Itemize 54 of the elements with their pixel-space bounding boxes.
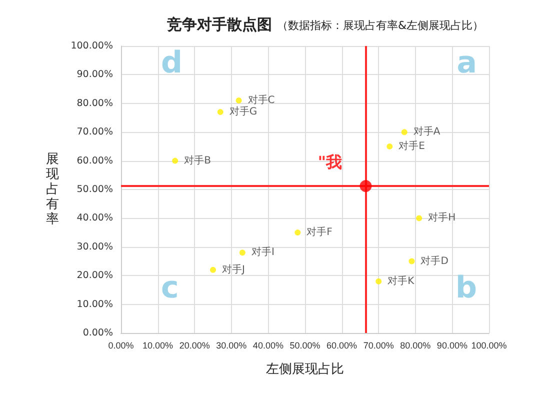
x-tick-label: 80.00% bbox=[400, 340, 431, 350]
series-label: 对手D bbox=[420, 254, 449, 267]
point bbox=[239, 250, 246, 256]
series-label: 对手J bbox=[222, 263, 245, 276]
annotation: d bbox=[161, 46, 182, 80]
point bbox=[294, 230, 301, 236]
point bbox=[360, 180, 372, 192]
series-label: 对手G bbox=[229, 106, 258, 118]
x-tick-label: 100.00% bbox=[471, 340, 507, 350]
x-tick-label: 20.00% bbox=[179, 340, 210, 350]
series-label: 对手F bbox=[306, 226, 333, 238]
chart-title: 竞争对手散点图 bbox=[166, 16, 272, 34]
y-tick-label: 30.00% bbox=[76, 241, 113, 252]
y-tick-label: 0.00% bbox=[82, 328, 113, 338]
series-label: 对手B bbox=[184, 154, 212, 166]
chart-subtitle: （数据指标：展现占有率&左侧展现占比） bbox=[277, 19, 484, 32]
annotation: b bbox=[456, 270, 478, 306]
y-tick-label: 70.00% bbox=[76, 126, 113, 138]
series-label: 对手K bbox=[388, 274, 415, 287]
y-tick-label: 90.00% bbox=[76, 69, 113, 80]
x-tick-label: 60.00% bbox=[326, 340, 358, 350]
point bbox=[416, 215, 422, 222]
point bbox=[210, 266, 216, 273]
x-tick-label: 0.00% bbox=[108, 340, 134, 350]
point bbox=[408, 258, 415, 264]
series-label: 对手A bbox=[413, 126, 440, 138]
series-label: 对手C bbox=[248, 94, 275, 106]
y-tick-label: 80.00% bbox=[76, 98, 113, 109]
y-axis-title: 展现占有率 bbox=[46, 152, 59, 227]
y-tick-label: 60.00% bbox=[76, 155, 113, 166]
series-label: 对手H bbox=[428, 212, 456, 224]
annotation: c bbox=[161, 270, 179, 306]
series-label: 对手I bbox=[251, 246, 274, 258]
y-tick-label: 50.00% bbox=[76, 184, 113, 195]
annotation: a bbox=[456, 46, 478, 80]
x-tick-label: 30.00% bbox=[216, 340, 247, 350]
point bbox=[236, 98, 242, 104]
y-tick-label: 20.00% bbox=[76, 270, 113, 282]
x-tick-label: 50.00% bbox=[290, 340, 320, 350]
y-tick-label: 40.00% bbox=[76, 212, 113, 224]
x-tick-label: 90.00% bbox=[436, 340, 468, 350]
x-tick-label: 70.00% bbox=[363, 340, 394, 350]
x-tick-label: 10.00% bbox=[142, 340, 174, 350]
point bbox=[172, 158, 178, 164]
y-tick-label: 10.00% bbox=[76, 298, 113, 310]
x-tick-label: 40.00% bbox=[252, 340, 284, 350]
y-tick-label: 100.00% bbox=[70, 40, 113, 52]
point bbox=[386, 143, 393, 150]
series-label: "我 bbox=[318, 152, 342, 172]
point bbox=[376, 278, 382, 284]
series-label: 对手E bbox=[398, 140, 425, 152]
point bbox=[401, 129, 408, 136]
x-axis-title: 左侧展现占比 bbox=[266, 362, 344, 377]
point bbox=[217, 109, 224, 116]
